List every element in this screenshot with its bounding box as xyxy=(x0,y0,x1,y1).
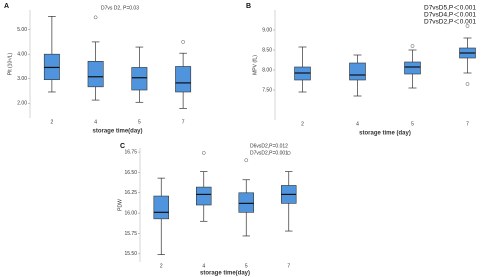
x-tick-label: 4 xyxy=(356,121,359,127)
y-tick-label: 2.00 xyxy=(17,101,27,107)
box xyxy=(196,186,212,206)
panel-label: B xyxy=(246,3,251,10)
y-tick-label: 8.00 xyxy=(262,67,272,73)
y-tick-label: 4.00 xyxy=(17,52,27,58)
x-tick-label: 4 xyxy=(202,263,205,269)
outlier xyxy=(244,158,249,163)
x-tick-label: 7 xyxy=(466,121,469,127)
annotation: D7vsD5,P＜0.001 xyxy=(424,5,476,12)
annotation: D7vs D2, P=0.03 xyxy=(101,5,139,11)
box xyxy=(131,67,148,91)
y-axis-label: Plt (10⁹/L) xyxy=(7,52,13,75)
x-axis-label: storage time (day) xyxy=(359,131,411,137)
box xyxy=(87,60,104,88)
x-tick-label: 5 xyxy=(245,263,248,269)
box xyxy=(175,66,192,93)
y-axis-label: MPV (fL) xyxy=(252,55,258,75)
y-tick-label: 8.50 xyxy=(262,47,272,53)
y-tick-label: 16.25 xyxy=(124,190,137,196)
y-tick-label: 9.00 xyxy=(262,27,272,33)
annotation: D7vsD4,P＜0.001 xyxy=(424,12,476,19)
x-tick-label: 7 xyxy=(287,263,290,269)
x-tick-label: 2 xyxy=(301,121,304,127)
y-tick-label: 16.75 xyxy=(124,149,137,155)
x-tick-label: 2 xyxy=(50,119,53,125)
y-axis-label: PDW xyxy=(117,199,123,211)
x-tick-label: 7 xyxy=(182,119,185,125)
outlier xyxy=(410,44,415,48)
y-tick-label: 7.50 xyxy=(262,87,272,93)
y-tick-label: 16.50 xyxy=(124,170,137,176)
panel-label: C xyxy=(120,143,125,150)
x-tick-label: 5 xyxy=(411,121,414,127)
outlier xyxy=(181,40,185,44)
y-tick-label: 5.00 xyxy=(17,27,27,33)
x-tick-label: 2 xyxy=(160,263,163,269)
outlier xyxy=(286,151,291,155)
x-axis-label: storage time(day) xyxy=(200,271,250,277)
y-tick-label: 16.00 xyxy=(124,210,137,216)
annotation: D7vsD2,P＜0.001 xyxy=(424,19,476,26)
outlier xyxy=(465,82,470,86)
annotation: D6vsD2,P=0.012 xyxy=(250,143,288,149)
box xyxy=(349,62,366,81)
outlier xyxy=(93,15,98,20)
y-tick-label: 3.00 xyxy=(17,76,27,82)
x-axis-label: storage time(day) xyxy=(92,129,142,135)
x-tick-label: 4 xyxy=(94,119,97,125)
box xyxy=(153,195,169,220)
box xyxy=(404,61,421,75)
box xyxy=(238,192,254,213)
y-tick-label: 15.75 xyxy=(124,231,137,237)
outlier xyxy=(201,151,206,155)
x-tick-label: 5 xyxy=(138,119,141,125)
y-tick-label: 15.50 xyxy=(124,251,137,257)
panel-label: A xyxy=(4,3,9,10)
annotation: D7vsD2,P=0.001 xyxy=(250,150,288,156)
outlier xyxy=(465,24,470,28)
